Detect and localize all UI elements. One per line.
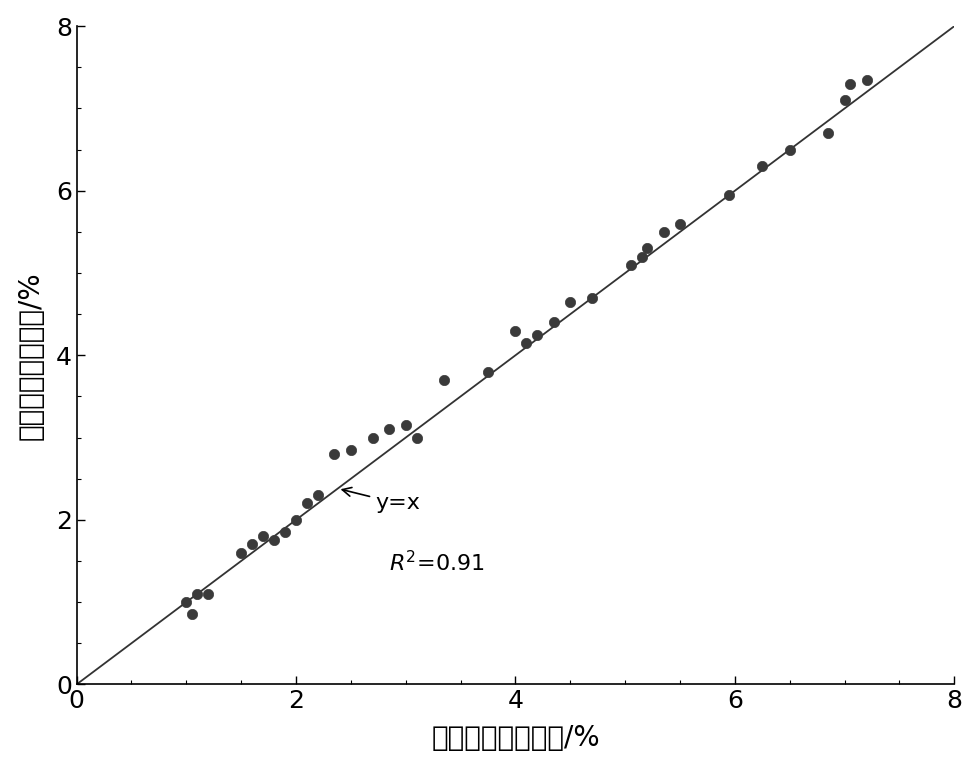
Point [409,431,424,444]
Point [190,588,205,600]
Point [655,225,671,238]
Point [480,365,496,378]
X-axis label: 实测细颗粒流失率/%: 实测细颗粒流失率/% [430,724,600,752]
Point [327,448,342,460]
Point [633,251,648,263]
Text: $R^2$=0.91: $R^2$=0.91 [389,550,484,575]
Point [244,538,260,551]
Point [381,423,397,435]
Point [288,514,303,526]
Point [310,489,326,501]
Point [277,526,292,538]
Point [299,498,315,510]
Point [672,218,688,230]
Point [342,444,358,456]
Point [754,160,770,172]
Point [529,328,545,341]
Point [836,94,852,106]
Point [266,534,282,547]
Point [841,78,857,90]
Point [858,74,873,86]
Point [255,530,271,542]
Point [200,588,216,600]
Point [721,188,736,201]
Point [184,608,200,621]
Point [178,596,194,608]
Text: y=x: y=x [342,488,420,514]
Point [233,547,248,559]
Point [584,291,600,304]
Point [397,419,413,431]
Point [562,295,578,308]
Point [639,242,654,255]
Point [365,431,380,444]
Point [546,316,561,328]
Point [820,127,835,139]
Point [436,374,452,386]
Y-axis label: 预估细颗粒流失率/%: 预估细颗粒流失率/% [17,271,45,440]
Point [518,337,534,349]
Point [622,258,638,271]
Point [508,325,523,337]
Point [781,144,797,156]
